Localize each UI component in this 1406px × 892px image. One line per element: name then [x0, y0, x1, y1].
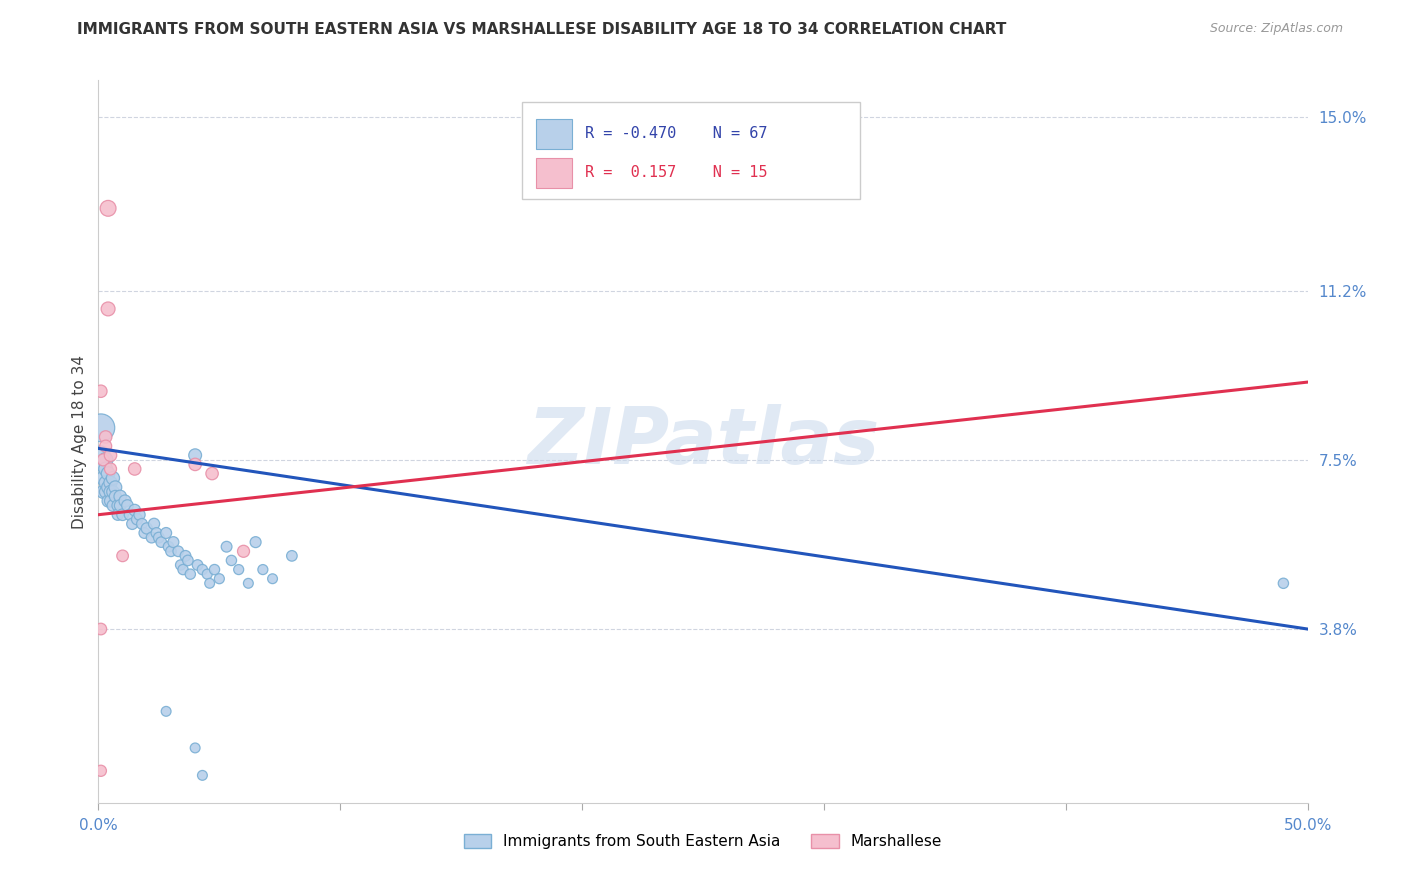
Point	[232, 544, 254, 558]
Point	[179, 567, 201, 582]
Point	[94, 430, 117, 444]
Point	[111, 508, 134, 522]
Point	[91, 458, 114, 472]
Point	[121, 516, 143, 531]
Point	[100, 484, 122, 499]
Point	[97, 467, 120, 481]
Point	[100, 494, 122, 508]
Point	[177, 553, 200, 567]
Point	[198, 576, 221, 591]
Point	[195, 567, 218, 582]
FancyBboxPatch shape	[536, 158, 572, 188]
Point	[155, 526, 177, 541]
Point	[94, 439, 117, 453]
Point	[104, 490, 127, 504]
Point	[191, 768, 214, 782]
Point	[117, 499, 139, 513]
Point	[201, 467, 224, 481]
Point	[238, 576, 260, 591]
Point	[108, 490, 131, 504]
Point	[155, 704, 177, 718]
Point	[172, 563, 194, 577]
Point	[108, 499, 131, 513]
Point	[107, 508, 129, 522]
Point	[94, 453, 117, 467]
FancyBboxPatch shape	[522, 102, 860, 200]
Point	[100, 462, 122, 476]
Point	[114, 494, 136, 508]
Text: R =  0.157    N = 15: R = 0.157 N = 15	[585, 165, 768, 180]
Point	[204, 563, 226, 577]
Point	[131, 516, 153, 531]
Point	[97, 301, 120, 316]
Point	[208, 572, 231, 586]
Point	[174, 549, 197, 563]
Point	[91, 471, 114, 485]
Y-axis label: Disability Age 18 to 34: Disability Age 18 to 34	[72, 354, 87, 529]
Point	[124, 462, 146, 476]
Text: IMMIGRANTS FROM SOUTH EASTERN ASIA VS MARSHALLESE DISABILITY AGE 18 TO 34 CORREL: IMMIGRANTS FROM SOUTH EASTERN ASIA VS MA…	[77, 22, 1007, 37]
Point	[97, 202, 120, 216]
Point	[191, 563, 214, 577]
Point	[141, 531, 163, 545]
Point	[157, 540, 180, 554]
Point	[187, 558, 209, 572]
FancyBboxPatch shape	[536, 119, 572, 149]
Point	[100, 475, 122, 490]
Text: Source: ZipAtlas.com: Source: ZipAtlas.com	[1209, 22, 1343, 36]
Point	[184, 740, 207, 755]
Point	[162, 535, 184, 549]
Point	[1272, 576, 1295, 591]
Point	[100, 448, 122, 462]
Point	[90, 384, 112, 399]
Legend: Immigrants from South Eastern Asia, Marshallese: Immigrants from South Eastern Asia, Mars…	[464, 834, 942, 849]
Point	[127, 512, 149, 526]
Point	[245, 535, 267, 549]
Point	[94, 475, 117, 490]
Point	[215, 540, 238, 554]
Point	[91, 484, 114, 499]
Point	[167, 544, 190, 558]
Text: R = -0.470    N = 67: R = -0.470 N = 67	[585, 127, 768, 141]
Point	[111, 549, 134, 563]
Point	[148, 531, 170, 545]
Point	[252, 563, 274, 577]
Point	[90, 421, 112, 435]
Point	[90, 622, 112, 636]
Point	[262, 572, 284, 586]
Point	[97, 494, 120, 508]
Point	[101, 471, 124, 485]
Point	[145, 526, 167, 541]
Point	[228, 563, 250, 577]
Point	[184, 448, 207, 462]
Point	[104, 480, 127, 494]
Point	[184, 458, 207, 472]
Text: ZIPatlas: ZIPatlas	[527, 403, 879, 480]
Point	[150, 535, 173, 549]
Point	[94, 462, 117, 476]
Point	[90, 764, 112, 778]
Point	[91, 453, 114, 467]
Point	[143, 516, 166, 531]
Point	[101, 499, 124, 513]
Point	[90, 448, 112, 462]
Point	[124, 503, 146, 517]
Point	[118, 508, 141, 522]
Point	[281, 549, 304, 563]
Point	[221, 553, 243, 567]
Point	[160, 544, 183, 558]
Point	[107, 499, 129, 513]
Point	[135, 521, 157, 535]
Point	[94, 484, 117, 499]
Point	[97, 480, 120, 494]
Point	[128, 508, 150, 522]
Point	[134, 526, 156, 541]
Point	[101, 484, 124, 499]
Point	[169, 558, 191, 572]
